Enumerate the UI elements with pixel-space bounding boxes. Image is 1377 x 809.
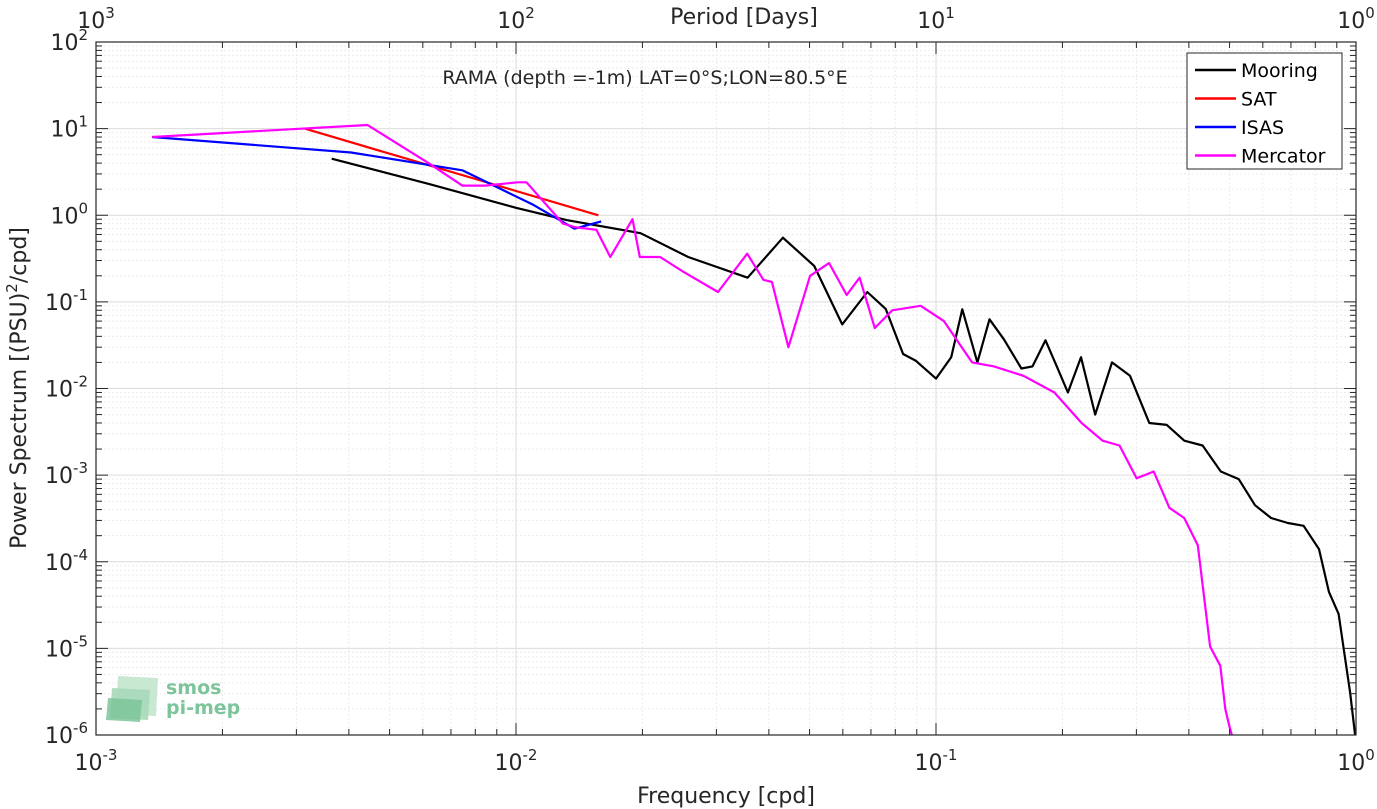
logo-text-pi-mep: pi-mep <box>166 697 240 719</box>
y-axis-label-part2: /cpd] <box>7 227 32 283</box>
y-tick-label: 10-1 <box>45 286 88 316</box>
y-tick-label: 10-5 <box>45 632 88 662</box>
legend-label-isas: ISAS <box>1241 117 1284 139</box>
series-line-mercator <box>152 123 1233 735</box>
x-tick-label: 10-3 <box>75 746 118 776</box>
x-tick-label: 10-1 <box>915 746 958 776</box>
y-tick-label: 10-6 <box>45 719 88 749</box>
series-line-sat <box>304 127 599 217</box>
x-axis-label: Frequency [cpd] <box>637 784 815 809</box>
y-tick-label: 102 <box>50 26 88 56</box>
y-tick-label: 100 <box>50 199 88 229</box>
x-tick-label: 100 <box>1337 746 1375 776</box>
top-tick-labels: 103 102 101 100 <box>77 4 1375 34</box>
top-tick-label: 103 <box>77 4 115 34</box>
y-tick-label: 10-2 <box>45 373 88 403</box>
y-axis-label: Power Spectrum [(PSU)2/cpd] <box>3 227 32 549</box>
axis-ticks <box>95 41 1357 736</box>
logo-shape-front <box>106 698 142 722</box>
top-axis-label: Period [Days] <box>670 5 818 30</box>
legend-box <box>1186 52 1343 170</box>
series-line-mooring <box>331 157 1356 735</box>
y-tick-label: 10-3 <box>45 459 88 489</box>
top-tick-label: 101 <box>917 4 955 34</box>
top-tick-label: 102 <box>497 4 535 34</box>
y-tick-labels: 10-6 10-5 10-4 10-3 10-2 10-1 100 101 102 <box>45 26 88 749</box>
y-axis-label-part1: Power Spectrum [(PSU) <box>7 293 32 549</box>
y-tick-label: 101 <box>50 113 88 143</box>
x-tick-labels: 10-3 10-2 10-1 100 <box>75 746 1375 776</box>
logo-text-smos: smos <box>166 677 221 699</box>
legend: Mooring SAT ISAS Mercator <box>1186 52 1343 170</box>
chart-title: RAMA (depth =-1m) LAT=0°S;LON=80.5°E <box>442 67 847 89</box>
legend-label-sat: SAT <box>1241 89 1277 111</box>
y-axis-label-superscript: 2 <box>3 283 21 293</box>
series-layer <box>152 123 1356 735</box>
smos-pi-mep-logo: smos pi-mep <box>106 676 240 722</box>
legend-label-mooring: Mooring <box>1241 60 1318 82</box>
x-tick-label: 10-2 <box>495 746 538 776</box>
y-tick-label: 10-4 <box>45 546 88 576</box>
legend-label-mercator: Mercator <box>1241 146 1326 168</box>
legend-items: Mooring SAT ISAS Mercator <box>1195 60 1326 168</box>
top-tick-label: 100 <box>1337 4 1375 34</box>
